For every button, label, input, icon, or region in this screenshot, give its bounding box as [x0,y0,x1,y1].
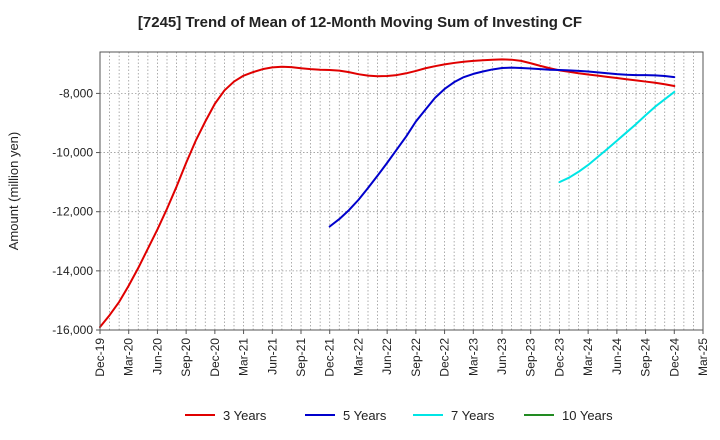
x-tick-label: Jun-20 [150,338,164,375]
y-axis-ticks: -16,000 -14,000 -12,000 -10,000 -8,000 [52,86,100,337]
legend-label: 7 Years [451,408,495,423]
x-tick-label: Sep-23 [524,338,538,377]
plot-frame [99,51,704,331]
chart-title: [7245] Trend of Mean of 12-Month Moving … [137,14,583,31]
legend-label: 10 Years [562,408,613,423]
y-tick-label: -16,000 [52,323,93,337]
legend-item-5-years: 5 Years [305,408,387,423]
x-tick-label: Jun-23 [495,338,509,375]
y-axis-label: Amount (million yen) [6,132,21,251]
x-tick-label: Sep-20 [179,338,193,377]
x-tick-label: Sep-22 [409,338,423,377]
series-line-3-years [99,58,676,329]
x-tick-label: Dec-24 [667,338,681,377]
x-tick-label: Mar-21 [237,338,251,376]
series-layer [99,58,676,329]
x-tick-label: Dec-20 [208,338,222,377]
x-tick-label: Sep-24 [639,338,653,377]
x-tick-label: Mar-22 [351,338,365,376]
x-tick-label: Mar-23 [466,338,480,376]
x-axis-ticks: Dec-19 Mar-20 Jun-20 Sep-20 Dec-20 Mar-21 Jun-… [93,330,710,377]
series-line-5-years [328,66,676,228]
x-tick-label: Sep-21 [294,338,308,377]
x-tick-label: Mar-24 [581,338,595,376]
x-tick-label: Jun-22 [380,338,394,375]
legend-item-10-years: 10 Years [524,408,613,423]
y-tick-label: -8,000 [59,86,93,100]
legend-label: 3 Years [223,408,267,423]
x-tick-label: Jun-24 [610,338,624,375]
y-tick-label: -14,000 [52,264,93,278]
y-tick-label: -12,000 [52,205,93,219]
x-tick-label: Dec-21 [323,338,337,377]
legend: 3 Years 5 Years 7 Years 10 Years [185,408,613,423]
x-tick-label: Dec-19 [93,338,107,377]
series-line-7-years [558,90,676,184]
legend-item-3-years: 3 Years [185,408,267,423]
x-tick-label: Mar-25 [696,338,710,376]
x-tick-label: Dec-23 [552,338,566,377]
y-tick-label: -10,000 [52,146,93,160]
legend-item-7-years: 7 Years [413,408,495,423]
x-tick-label: Mar-20 [122,338,136,376]
plot-area [100,52,703,330]
legend-label: 5 Years [343,408,387,423]
x-tick-label: Dec-22 [438,338,452,377]
x-tick-label: Jun-21 [265,338,279,375]
